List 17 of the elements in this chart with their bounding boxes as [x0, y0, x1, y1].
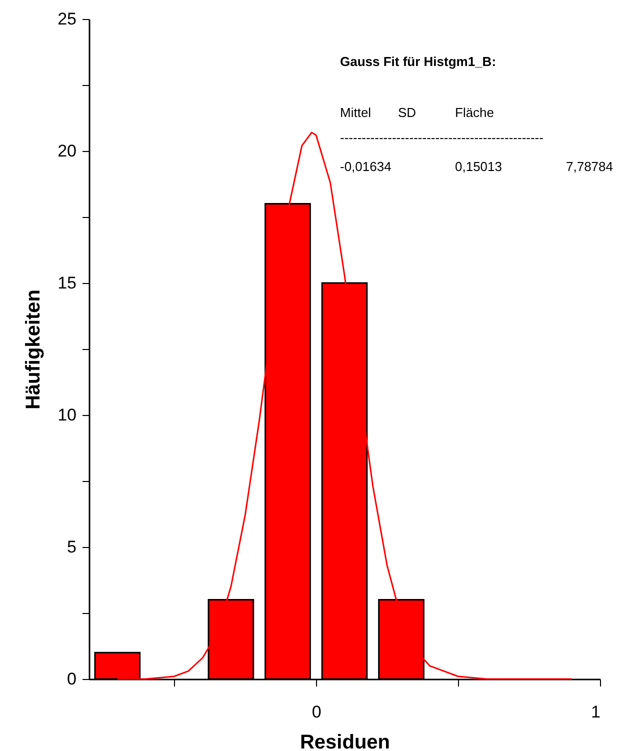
y-tick-label: 10	[58, 406, 76, 424]
annotation: Mittel	[340, 105, 372, 120]
annotation: Gauss Fit für Histgm1_B:	[340, 54, 496, 69]
annotation: 7,78784	[566, 159, 613, 174]
x-axis-title: Residuen	[300, 732, 390, 751]
annotation: -0,01634	[340, 159, 392, 174]
annotation: -----------------------------------------------	[340, 130, 544, 145]
y-tick-label: 15	[58, 274, 76, 292]
y-axis-title: Häufigkeiten	[22, 289, 45, 410]
annotation: 0,15013	[455, 159, 502, 174]
y-tick-label: 25	[58, 10, 76, 28]
y-tick-label: 0	[67, 670, 76, 688]
y-tick-label: 20	[58, 142, 76, 160]
x-tick-label: 1	[591, 702, 600, 722]
y-tick-label: 5	[67, 538, 76, 556]
annotation: SD	[398, 105, 416, 120]
annotation: Fläche	[455, 105, 494, 120]
